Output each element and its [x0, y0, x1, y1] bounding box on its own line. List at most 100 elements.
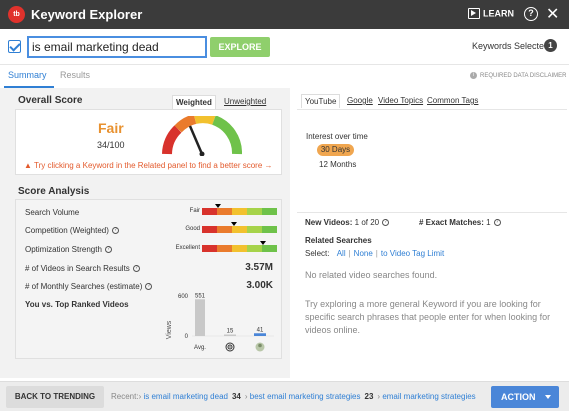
learn-button[interactable]: LEARN — [468, 8, 514, 22]
back-to-trending-button[interactable]: BACK TO TRENDING — [6, 386, 104, 408]
help-icon[interactable]: ? — [132, 265, 140, 273]
select-controls: Select: All | None | to Video Tag Limit — [305, 249, 444, 258]
app-title: Keyword Explorer — [31, 7, 143, 22]
bottom-bar: BACK TO TRENDING Recent:› is email marke… — [0, 381, 569, 411]
top-ranked-label: You vs. Top Ranked Videos — [25, 300, 129, 309]
range-12-months[interactable]: 12 Months — [319, 160, 357, 169]
help-icon[interactable]: ? — [382, 219, 390, 227]
tab-results[interactable]: Results — [60, 70, 91, 80]
arrow-icon: › — [244, 392, 248, 401]
learn-label: LEARN — [483, 8, 514, 19]
competition-rating: Good — [185, 226, 200, 232]
bar-seg-lightgreen — [247, 208, 262, 215]
keyword-checkbox[interactable] — [8, 40, 21, 53]
optimization-label-text: Optimization Strength — [25, 245, 102, 254]
score-rating: Fair — [98, 120, 124, 136]
avg-label: Avg. — [194, 345, 206, 351]
help-icon[interactable]: ? — [524, 7, 538, 21]
chart-bar-value: 15 — [227, 329, 234, 335]
videos-label: # of Videos in Search Results? — [25, 264, 140, 273]
no-related-message: No related video searches found. — [305, 270, 438, 280]
keywords-selected-count[interactable]: 1 — [544, 39, 557, 52]
competition-bar — [202, 222, 277, 233]
videos-value: 3.57M — [245, 262, 273, 273]
overall-score-card: Fair 34/100 ▲ Try clicking a Keyword in … — [15, 109, 282, 175]
exact-matches-label: # Exact Matches: — [419, 218, 484, 227]
score-hint-text: Try clicking a Keyword in the Related pa… — [34, 161, 273, 170]
exact-matches-stat: # Exact Matches: 1? — [419, 218, 501, 227]
tab-youtube[interactable]: YouTube — [301, 94, 341, 108]
competition-label-text: Competition (Weighted) — [25, 226, 109, 235]
recent-label: Recent: — [111, 392, 139, 401]
monthly-searches-value: 3.00K — [246, 280, 273, 291]
score-analysis-title: Score Analysis — [18, 186, 90, 197]
monthly-searches-label: # of Monthly Searches (estimate)? — [25, 282, 153, 291]
overall-score-title: Overall Score — [18, 95, 83, 106]
select-label: Select: — [305, 249, 330, 258]
info-icon: i — [470, 72, 477, 79]
views-chart: Views 600 0 551 15 41 Avg. — [166, 293, 274, 352]
keywords-selected-label: Keywords Selected — [472, 41, 550, 51]
bar-seg-red — [202, 226, 217, 233]
bar-seg-orange — [217, 226, 232, 233]
optimization-marker — [260, 241, 266, 245]
disclaimer-label: REQUIRED DATA DISCLAIMER — [480, 73, 567, 80]
tab-summary[interactable]: Summary — [8, 70, 47, 80]
help-icon[interactable]: ? — [145, 283, 153, 291]
tab-google[interactable]: Google — [347, 96, 373, 105]
action-button[interactable]: ACTION — [491, 386, 559, 408]
tubebuddy-logo: tb — [8, 6, 25, 23]
recent-item-score: 23 — [364, 392, 374, 401]
new-videos-value: 1 of 20 — [354, 218, 380, 227]
tab-weighted[interactable]: Weighted — [172, 95, 216, 109]
bar-seg-orange — [217, 208, 232, 215]
arrow-icon: › — [138, 392, 142, 401]
recent-item-link[interactable]: email marketing strategies — [382, 392, 476, 401]
active-tab-underline — [4, 86, 54, 88]
separator: | — [348, 249, 351, 258]
score-analysis-card: Search Volume Fair Competition (Weighted… — [15, 199, 282, 359]
competition-label: Competition (Weighted)? — [25, 226, 119, 235]
action-label: ACTION — [501, 392, 536, 402]
select-tag-limit-link[interactable]: to Video Tag Limit — [380, 249, 445, 258]
separator: | — [375, 249, 378, 258]
summary-right-panel: YouTube Google Video Topics Common Tags … — [297, 88, 569, 378]
tab-unweighted[interactable]: Unweighted — [224, 97, 267, 106]
new-videos-stat: New Videos: 1 of 20? — [305, 218, 390, 227]
divider — [297, 212, 567, 213]
bar-seg-red — [202, 208, 217, 215]
explore-button[interactable]: EXPLORE — [210, 37, 270, 57]
help-icon[interactable]: ? — [104, 246, 112, 254]
bar-seg-yellow — [232, 226, 247, 233]
tab-common-tags[interactable]: Common Tags — [427, 96, 479, 105]
help-icon[interactable]: ? — [493, 219, 501, 227]
channel-avatar — [255, 342, 265, 352]
chart-bar-value: 41 — [257, 327, 264, 333]
select-none-link[interactable]: None — [353, 249, 373, 258]
range-30-days[interactable]: 30 Days — [317, 144, 354, 156]
bar-seg-lightgreen — [247, 226, 262, 233]
keyword-search-input[interactable]: is email marketing dead — [27, 36, 207, 58]
recent-item-link[interactable]: is email marketing dead — [143, 392, 228, 401]
chart-bar — [224, 334, 236, 336]
search-volume-label: Search Volume — [25, 208, 80, 217]
caret-down-icon — [545, 395, 551, 399]
chart-bar-value: 551 — [195, 293, 206, 299]
select-all-link[interactable]: All — [336, 249, 346, 258]
recent-item-score: 34 — [231, 392, 241, 401]
chart-bars: 551 15 41 — [195, 293, 266, 336]
tab-video-topics[interactable]: Video Topics — [378, 96, 424, 105]
help-icon[interactable]: ? — [111, 227, 119, 235]
bar-seg-red — [202, 245, 217, 252]
y-axis-max-label: 600 — [178, 294, 189, 300]
close-icon[interactable]: ✕ — [546, 6, 560, 23]
chart-bar — [195, 299, 205, 336]
search-row: is email marketing dead EXPLORE Keywords… — [0, 29, 569, 65]
recent-item-link[interactable]: best email marketing strategies — [249, 392, 361, 401]
data-disclaimer-link[interactable]: i REQUIRED DATA DISCLAIMER — [470, 72, 566, 79]
score-hint[interactable]: ▲ Try clicking a Keyword in the Related … — [24, 161, 273, 170]
bar-seg-lightgreen — [247, 245, 262, 252]
chart-bar — [254, 333, 266, 336]
bar-seg-green — [262, 208, 277, 215]
